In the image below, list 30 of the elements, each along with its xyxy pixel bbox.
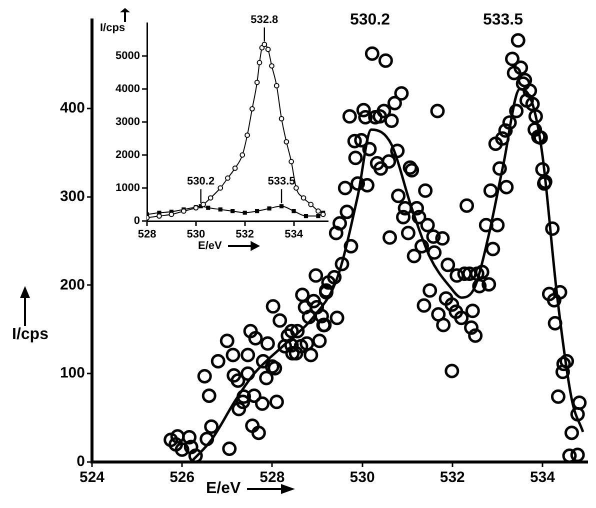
x-axis-title: E/eV [206, 480, 241, 498]
x-tick-label: 532 [236, 228, 254, 241]
y-tick-label: 300 [60, 188, 85, 205]
y-tick-label: 0 [76, 453, 85, 470]
annotation: 533.5 [268, 176, 296, 188]
y-axis-title: I/cps [12, 326, 48, 344]
x-tick-label: 534 [530, 469, 556, 486]
y-tick-label: 3000 [116, 116, 140, 128]
annotation: 530.2 [350, 11, 390, 28]
y-tick-label: 400 [60, 100, 85, 117]
y-tick-label: 5000 [116, 50, 140, 62]
x-tick-label: 528 [260, 469, 285, 486]
annotation: 532.8 [250, 14, 278, 26]
x-tick-label: 526 [170, 469, 195, 486]
x-axis-title: E/eV [198, 240, 222, 252]
y-tick-label: 0 [134, 215, 140, 228]
y-tick-label: 100 [60, 364, 85, 382]
y-tick-label: 1000 [116, 182, 140, 194]
x-tick-label: 528 [138, 228, 156, 241]
y-tick-label: 2000 [116, 149, 140, 162]
x-tick-label: 530 [186, 228, 206, 241]
y-tick-label: 4000 [116, 83, 140, 96]
annotation: 533.5 [482, 11, 524, 28]
x-tick-label: 534 [284, 228, 304, 241]
x-tick-label: 524 [79, 469, 106, 486]
x-tick-label: 530 [350, 469, 375, 486]
annotation: 530.2 [187, 176, 215, 188]
y-tick-label: 200 [60, 276, 85, 294]
x-tick-label: 532 [440, 469, 465, 486]
y-axis-title: I/cps [100, 22, 126, 34]
